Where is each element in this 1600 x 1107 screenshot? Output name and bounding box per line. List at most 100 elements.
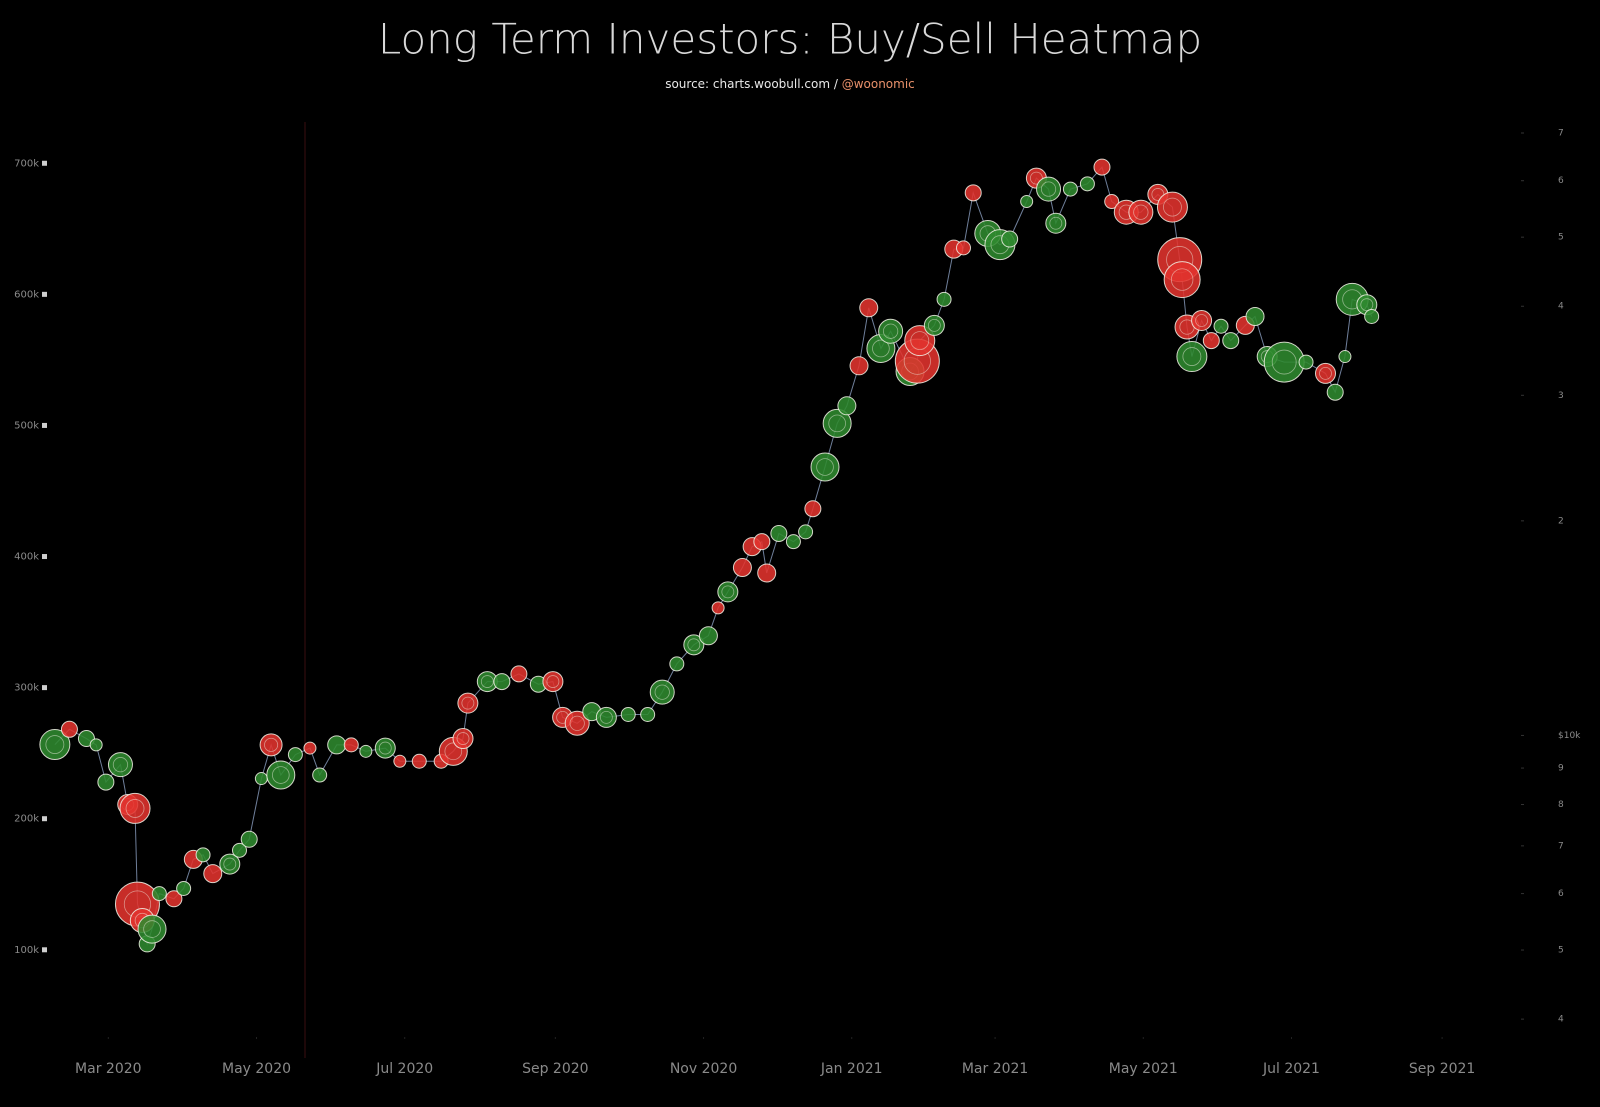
bubble-ring <box>1195 314 1208 327</box>
x-tick-label: Jul 2021 <box>1262 1061 1320 1077</box>
bubble <box>219 853 241 875</box>
y-tick-mark <box>42 291 47 297</box>
y2-tick-label: 3 <box>1558 391 1564 401</box>
bubble <box>640 706 656 722</box>
bubble <box>798 524 814 540</box>
bubble-ring <box>828 414 846 433</box>
bubble <box>151 886 167 902</box>
bubble-ring <box>480 675 494 688</box>
bubble <box>822 408 852 438</box>
bubble <box>955 240 971 256</box>
bubble <box>259 733 283 757</box>
y-tick-mark <box>42 554 47 560</box>
bubble <box>542 671 564 693</box>
bubble-ring <box>461 696 475 710</box>
bubble-ring <box>1049 216 1063 230</box>
y2-tick-label: 8 <box>1558 800 1564 810</box>
bubble <box>785 534 801 550</box>
y-tick-label: 500k <box>14 420 39 431</box>
x-tick-label: Nov 2020 <box>670 1061 737 1077</box>
bubble <box>1163 261 1201 299</box>
bubble <box>452 728 474 750</box>
bubble <box>711 601 725 615</box>
bubble <box>1093 158 1111 176</box>
bubble <box>119 792 151 824</box>
bubble <box>493 673 511 691</box>
x-tick-label: Jan 2021 <box>820 1061 883 1077</box>
bubble <box>1104 194 1120 210</box>
bubble-ring <box>223 857 237 871</box>
bubble <box>165 890 183 908</box>
bubble <box>266 760 296 790</box>
bubble <box>137 914 167 944</box>
bubble-ring <box>1163 197 1182 217</box>
x-tick-label: Sep 2020 <box>522 1061 588 1077</box>
bubble-ring <box>1271 349 1297 375</box>
bubble <box>1156 191 1188 223</box>
bubble-ring <box>654 684 670 700</box>
bubble-ring <box>1360 298 1374 312</box>
bubble <box>1263 341 1305 383</box>
bubble <box>878 318 904 344</box>
bubble <box>195 847 211 863</box>
bubble-ring <box>883 323 899 339</box>
subtitle-handle: @woonomic <box>842 77 915 91</box>
bubble <box>107 752 133 778</box>
bubble <box>97 773 115 791</box>
y2-tick-label: 5 <box>1558 946 1564 956</box>
bubble <box>303 741 317 755</box>
bubble <box>254 772 268 786</box>
y2-tick-label: 7 <box>1558 841 1564 851</box>
bubble <box>359 744 373 758</box>
bubble <box>1079 176 1095 192</box>
x-tick-label: Sep 2021 <box>1409 1061 1475 1077</box>
bubble <box>1245 306 1265 326</box>
bubble <box>457 692 479 714</box>
bubble <box>287 747 303 763</box>
y-tick-label: 200k <box>14 814 39 825</box>
chart-title: Long Term Investors: Buy/Sell Heatmap <box>378 15 1202 64</box>
bubble <box>1191 310 1213 332</box>
bubble-ring <box>1133 204 1149 220</box>
bubble <box>411 753 427 769</box>
bubble <box>1364 308 1380 324</box>
y-tick-label: 300k <box>14 683 39 694</box>
bubble <box>1314 362 1336 384</box>
bubble <box>1176 341 1208 373</box>
bubble-ring <box>910 331 930 350</box>
x-tick-label: May 2021 <box>1109 1061 1178 1077</box>
bubble <box>374 737 396 759</box>
bubble <box>393 754 407 768</box>
y-tick-mark <box>42 685 47 691</box>
bubble-ring <box>125 799 145 818</box>
bubble <box>1020 195 1034 209</box>
bubble-ring <box>45 735 65 754</box>
bubble <box>804 500 822 518</box>
x-tick-label: Mar 2020 <box>75 1061 142 1077</box>
bubble <box>203 864 223 884</box>
bubble <box>923 314 945 336</box>
bubble <box>1036 176 1062 202</box>
bubble <box>510 665 528 683</box>
bubble <box>698 626 718 646</box>
bubble <box>669 656 685 672</box>
bubble-ring <box>1170 268 1194 291</box>
bubble <box>176 880 192 896</box>
bubble <box>89 738 103 752</box>
y2-tick-label: 5 <box>1558 233 1564 243</box>
bubble-ring <box>143 920 161 938</box>
bubble <box>1222 332 1240 350</box>
bubble-ring <box>1182 347 1202 366</box>
bubble <box>964 184 982 202</box>
bubble <box>1326 383 1344 401</box>
bubble <box>1062 181 1078 197</box>
bubble-ring <box>112 757 129 773</box>
bubble <box>649 679 675 705</box>
y-tick-label: 400k <box>14 552 39 563</box>
bubble <box>757 563 777 583</box>
y-tick-label: 100k <box>14 945 39 956</box>
bubble-ring <box>456 732 470 745</box>
bubble-ring <box>1040 181 1057 197</box>
bubble <box>683 634 705 656</box>
